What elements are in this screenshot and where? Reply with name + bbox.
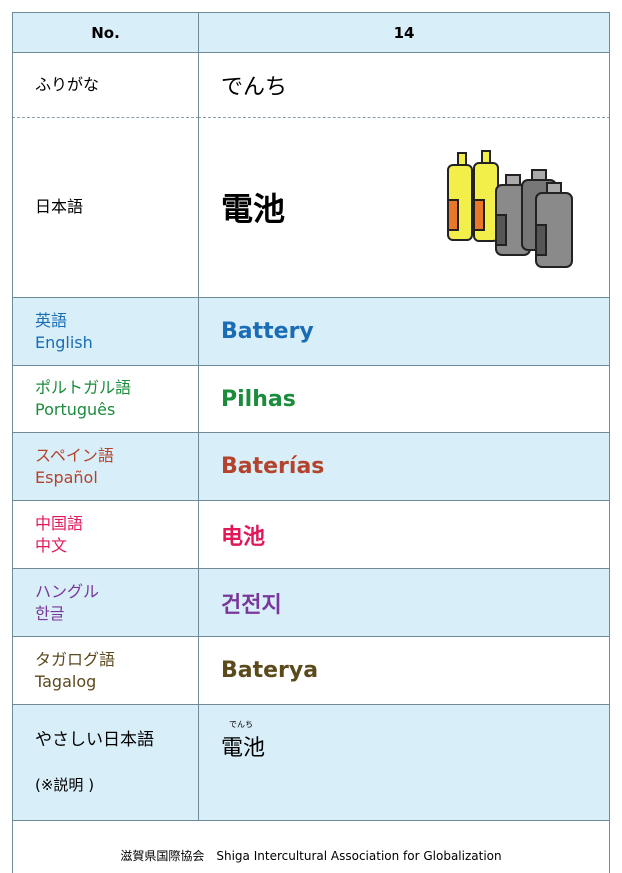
language-value-cell: Battery [198,297,610,366]
language-label: Português [35,400,116,419]
footer-cell: 滋賀県国際協会 Shiga Intercultural Association … [12,820,610,873]
language-label-cell: タガログ語 Tagalog [12,636,199,705]
language-label: 中国語 [35,513,84,533]
language-label-cell: ハングル 한글 [12,568,199,637]
language-value-cell: 电池 [198,500,610,569]
easy-value-cell: でんち 電池 [198,704,610,821]
furigana-label-cell: ふりがな [12,52,199,118]
language-label: Español [35,467,98,487]
japanese-label: 日本語 [35,197,84,216]
language-value: Battery [221,319,314,344]
language-value: 건전지 [221,592,282,618]
header-label-cell: No. [12,12,199,53]
header-value: 14 [393,23,415,42]
footer: 滋賀県国際協会 Shiga Intercultural Association … [120,849,502,863]
language-value: 电池 [221,524,266,550]
language-label: タガログ語 [35,649,116,669]
language-label: Tagalog [35,671,97,691]
language-value-cell: Pilhas [198,365,610,433]
easy-ruby: でんち [229,720,253,729]
language-label: ポルトガル語 [35,378,132,397]
language-label-cell: 英語 English [12,297,199,366]
furigana-value: でんち [221,75,288,100]
header-label: No. [91,23,120,42]
language-label: English [35,332,93,352]
language-value: Baterías [221,454,325,479]
header-value-cell: 14 [198,12,610,53]
language-label-cell: スペイン語 Español [12,432,199,501]
furigana-label: ふりがな [35,75,100,94]
language-value-cell: 건전지 [198,568,610,637]
easy-label-cell: やさしい日本語 (※説明 ) [12,704,199,821]
furigana-value-cell: でんち [198,52,610,118]
language-label-cell: 中国語 中文 [12,500,199,569]
easy-label: やさしい日本語 [35,729,154,750]
language-label: ハングル [35,581,100,601]
easy-note: (※説明 ) [35,776,95,795]
japanese-value: 電池 [221,190,286,228]
language-label: 中文 [35,535,68,555]
japanese-label-cell: 日本語 [12,117,199,298]
language-label: 英語 [35,310,68,330]
battery-illustration [447,150,573,268]
easy-value: 電池 [221,736,266,761]
language-value: Baterya [221,658,319,683]
language-value-cell: Baterías [198,432,610,501]
language-value: Pilhas [221,386,296,412]
language-value-cell: Baterya [198,636,610,705]
language-label: スペイン語 [35,445,114,465]
language-label-cell: ポルトガル語 Português [12,365,199,433]
language-label: 한글 [35,603,65,623]
